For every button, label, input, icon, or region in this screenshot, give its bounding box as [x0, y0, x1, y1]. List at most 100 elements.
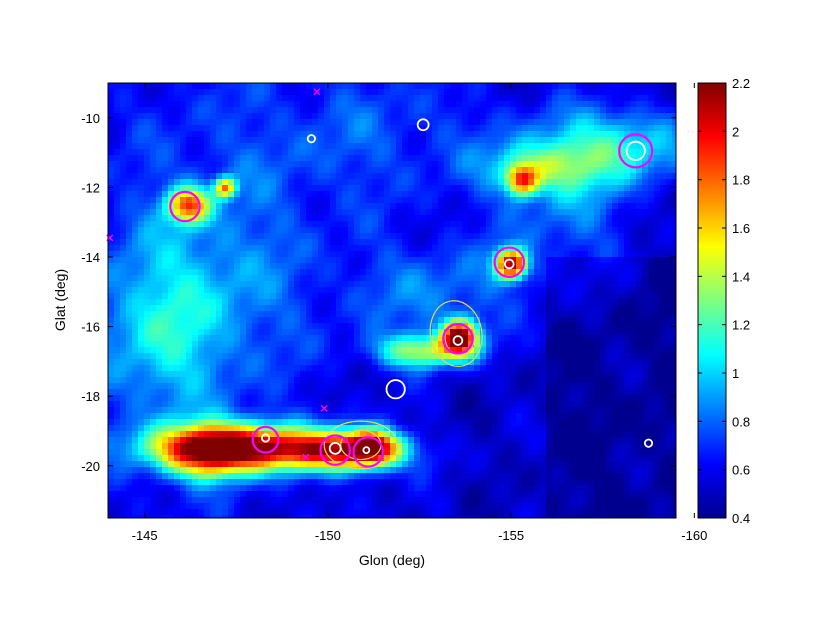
- heatmap-cell: [480, 359, 486, 365]
- heatmap-cell: [606, 179, 612, 185]
- heatmap-cell: [300, 269, 306, 275]
- heatmap-cell: [468, 287, 474, 293]
- heatmap-cell: [234, 305, 240, 311]
- heatmap-cell: [270, 371, 276, 377]
- heatmap-cell: [582, 215, 588, 221]
- heatmap-cell: [264, 239, 270, 245]
- heatmap-cell: [570, 107, 576, 113]
- heatmap-cell: [330, 185, 336, 191]
- heatmap-cell: [492, 317, 498, 323]
- heatmap-cell: [228, 389, 234, 395]
- heatmap-cell: [162, 203, 168, 209]
- heatmap-cell: [618, 359, 624, 365]
- heatmap-cell: [246, 353, 252, 359]
- heatmap-cell: [108, 341, 114, 347]
- heatmap-cell: [636, 251, 642, 257]
- heatmap-cell: [408, 359, 414, 365]
- heatmap-cell: [324, 209, 330, 215]
- heatmap-cell: [210, 89, 216, 95]
- heatmap-cell: [672, 83, 676, 89]
- heatmap-cell: [390, 293, 396, 299]
- heatmap-cell: [216, 395, 222, 401]
- heatmap-cell: [534, 161, 540, 167]
- heatmap-cell: [198, 107, 204, 113]
- heatmap-cell: [378, 113, 384, 119]
- heatmap-cell: [174, 293, 180, 299]
- heatmap-cell: [300, 191, 306, 197]
- heatmap-cell: [456, 335, 462, 341]
- heatmap-cell: [378, 155, 384, 161]
- heatmap-cell: [444, 287, 450, 293]
- heatmap-cell: [288, 89, 294, 95]
- heatmap-cell: [342, 167, 348, 173]
- heatmap-cell: [504, 365, 510, 371]
- heatmap-cell: [120, 275, 126, 281]
- heatmap-cell: [456, 323, 462, 329]
- heatmap-cell: [630, 245, 636, 251]
- heatmap-cell: [144, 95, 150, 101]
- heatmap-cell: [150, 119, 156, 125]
- heatmap-cell: [606, 299, 612, 305]
- heatmap-cell: [264, 107, 270, 113]
- heatmap-cell: [588, 89, 594, 95]
- heatmap-cell: [168, 281, 174, 287]
- heatmap-cell: [144, 143, 150, 149]
- heatmap-cell: [630, 239, 636, 245]
- heatmap-cell: [630, 329, 636, 335]
- heatmap-cell: [288, 305, 294, 311]
- heatmap-cell: [426, 233, 432, 239]
- heatmap-cell: [276, 371, 282, 377]
- heatmap-cell: [648, 371, 654, 377]
- heatmap-cell: [162, 191, 168, 197]
- heatmap-cell: [210, 221, 216, 227]
- heatmap-cell: [642, 299, 648, 305]
- heatmap-cell: [330, 287, 336, 293]
- heatmap-cell: [336, 197, 342, 203]
- heatmap-cell: [564, 311, 570, 317]
- heatmap-cell: [294, 257, 300, 263]
- heatmap-cell: [252, 185, 258, 191]
- heatmap-cell: [384, 125, 390, 131]
- heatmap-cell: [348, 371, 354, 377]
- heatmap-cell: [642, 347, 648, 353]
- heatmap-cell: [366, 125, 372, 131]
- heatmap-cell: [186, 203, 192, 209]
- heatmap-cell: [402, 299, 408, 305]
- heatmap-cell: [600, 185, 606, 191]
- heatmap-cell: [408, 377, 414, 383]
- heatmap-cell: [198, 185, 204, 191]
- heatmap-cell: [306, 185, 312, 191]
- heatmap-cell: [432, 365, 438, 371]
- heatmap-cell: [156, 203, 162, 209]
- heatmap-cell: [462, 305, 468, 311]
- heatmap-cell: [510, 197, 516, 203]
- heatmap-cell: [522, 95, 528, 101]
- heatmap-cell: [168, 257, 174, 263]
- heatmap-cell: [624, 185, 630, 191]
- heatmap-cell: [600, 257, 606, 263]
- heatmap-cell: [522, 275, 528, 281]
- heatmap-cell: [108, 113, 114, 119]
- heatmap-cell: [624, 263, 630, 269]
- heatmap-cell: [522, 209, 528, 215]
- heatmap-cell: [672, 305, 676, 311]
- heatmap-cell: [210, 293, 216, 299]
- heatmap-cell: [264, 347, 270, 353]
- heatmap-cell: [450, 137, 456, 143]
- heatmap-cell: [432, 245, 438, 251]
- heatmap-cell: [630, 371, 636, 377]
- heatmap-cell: [246, 149, 252, 155]
- heatmap-cell: [432, 221, 438, 227]
- heatmap-cell: [456, 119, 462, 125]
- heatmap-cell: [396, 89, 402, 95]
- heatmap-cell: [480, 335, 486, 341]
- heatmap-cell: [582, 167, 588, 173]
- heatmap-cell: [396, 227, 402, 233]
- heatmap-cell: [276, 317, 282, 323]
- heatmap-cell: [528, 389, 534, 395]
- heatmap-cell: [234, 227, 240, 233]
- heatmap-cell: [558, 251, 564, 257]
- heatmap-cell: [498, 203, 504, 209]
- heatmap-cell: [216, 317, 222, 323]
- heatmap-cell: [360, 155, 366, 161]
